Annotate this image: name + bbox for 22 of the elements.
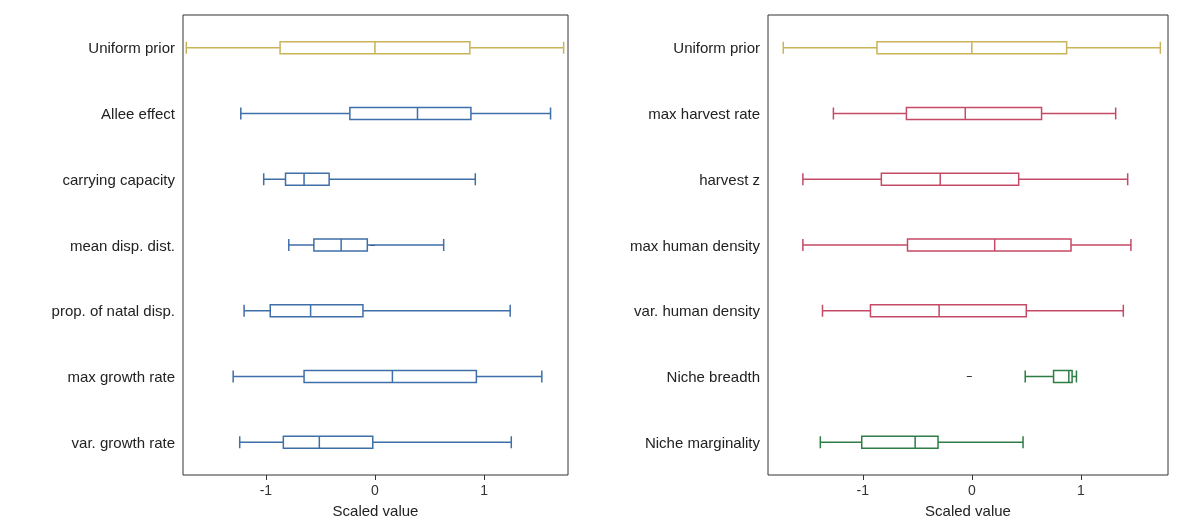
y-tick-label: Niche breadth bbox=[666, 367, 760, 385]
y-tick-label: max harvest rate bbox=[648, 105, 760, 123]
y-tick-label: carrying capacity bbox=[62, 170, 176, 188]
y-tick-label: var. growth rate bbox=[71, 433, 175, 451]
y-tick-label: Uniform prior bbox=[88, 39, 175, 57]
y-tick-label: Allee effect bbox=[101, 105, 176, 123]
y-tick-label: var. human density bbox=[634, 302, 761, 320]
x-tick-label: 1 bbox=[480, 482, 489, 498]
x-tick-label: -1 bbox=[856, 482, 870, 498]
y-tick-label: max growth rate bbox=[67, 367, 175, 385]
x-axis-title: Scaled value bbox=[925, 502, 1011, 519]
y-tick-label: Uniform prior bbox=[673, 39, 760, 57]
x-tick-label: 0 bbox=[967, 482, 976, 498]
y-tick-label: harvest z bbox=[699, 170, 760, 188]
x-axis-title: Scaled value bbox=[332, 502, 419, 519]
y-tick-label: prop. of natal disp. bbox=[51, 302, 175, 320]
x-tick-label: 0 bbox=[371, 482, 380, 498]
y-tick-label: max human density bbox=[629, 236, 761, 254]
y-tick-label: Niche marginality bbox=[644, 433, 761, 451]
x-tick-label: -1 bbox=[259, 482, 273, 498]
x-tick-label: 1 bbox=[1076, 482, 1085, 498]
y-tick-label: mean disp. dist. bbox=[69, 236, 175, 254]
